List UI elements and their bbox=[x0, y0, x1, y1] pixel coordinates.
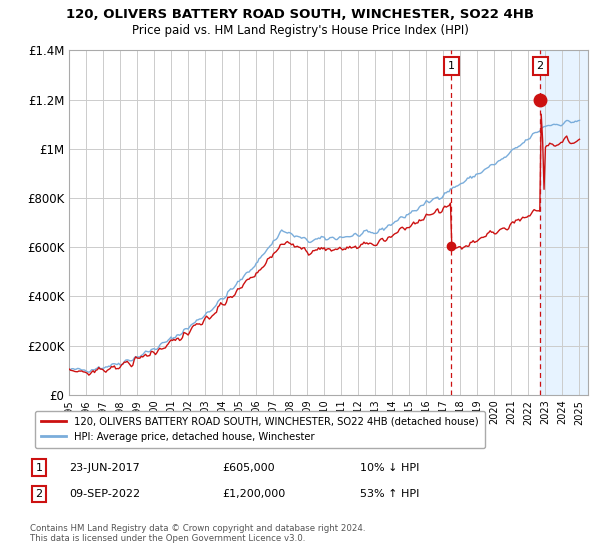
Text: £1,200,000: £1,200,000 bbox=[222, 489, 285, 499]
Bar bbox=[540, 50, 588, 395]
Text: 2: 2 bbox=[536, 60, 544, 71]
Text: 1: 1 bbox=[448, 60, 455, 71]
Text: Contains HM Land Registry data © Crown copyright and database right 2024.
This d: Contains HM Land Registry data © Crown c… bbox=[30, 524, 365, 543]
Text: 09-SEP-2022: 09-SEP-2022 bbox=[69, 489, 140, 499]
Text: 23-JUN-2017: 23-JUN-2017 bbox=[69, 463, 140, 473]
Legend: 120, OLIVERS BATTERY ROAD SOUTH, WINCHESTER, SO22 4HB (detached house), HPI: Ave: 120, OLIVERS BATTERY ROAD SOUTH, WINCHES… bbox=[35, 411, 485, 448]
Text: 120, OLIVERS BATTERY ROAD SOUTH, WINCHESTER, SO22 4HB: 120, OLIVERS BATTERY ROAD SOUTH, WINCHES… bbox=[66, 8, 534, 21]
Text: 53% ↑ HPI: 53% ↑ HPI bbox=[360, 489, 419, 499]
Text: 10% ↓ HPI: 10% ↓ HPI bbox=[360, 463, 419, 473]
Text: 2: 2 bbox=[35, 489, 43, 499]
Text: Price paid vs. HM Land Registry's House Price Index (HPI): Price paid vs. HM Land Registry's House … bbox=[131, 24, 469, 36]
Text: 1: 1 bbox=[35, 463, 43, 473]
Text: £605,000: £605,000 bbox=[222, 463, 275, 473]
